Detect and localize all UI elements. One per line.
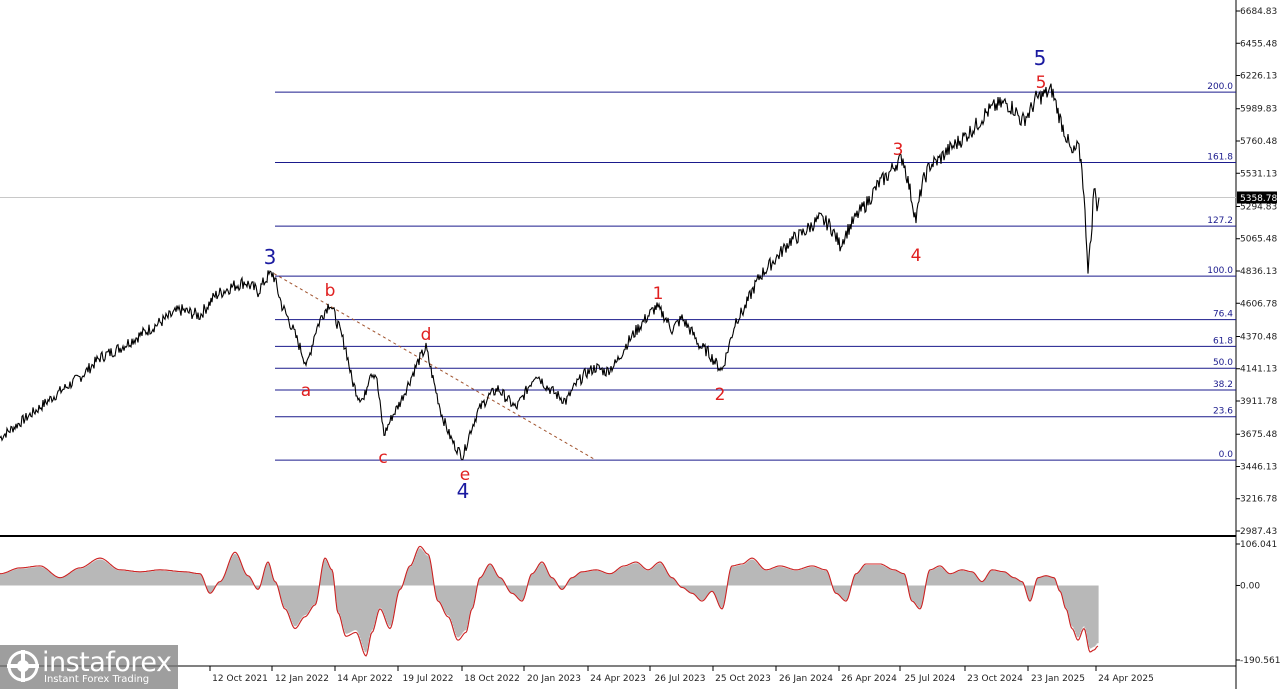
price-axis: 6684.83 6455.48 6226.13 5989.83 5760.48 5531.… [1236,7,1277,537]
price-tick-label: 2987.43 [1240,527,1277,537]
fib-level-label: 0.0 [1219,450,1234,460]
time-tick-label: 24 Apr 2025 [1098,674,1154,684]
time-tick-label: 26 Apr 2024 [841,674,897,684]
price-tick-label: 5760.48 [1240,137,1277,147]
time-tick-label: 12 Jan 2022 [275,674,329,684]
price-tick-label: 5989.83 [1240,105,1277,115]
oscillator-panel: 106.041 0.00 -190.561 [0,540,1280,666]
wave-label: 3 [264,245,277,269]
price-tick-label: 4606.78 [1240,299,1277,309]
fib-level-label: 76.4 [1213,310,1233,320]
time-tick-label: 25 Oct 2023 [715,674,771,684]
logo-brand-text: instaforex [42,647,172,678]
price-tick-label: 4141.13 [1240,365,1277,375]
wave-label: 4 [457,479,470,503]
wave-label: b [325,281,336,301]
time-tick-label: 24 Apr 2023 [590,674,646,684]
oscillator-tick-label: -190.561 [1240,656,1280,666]
time-tick-label: 14 Apr 2022 [337,674,393,684]
time-tick-label: 19 Jul 2022 [403,674,454,684]
wave-label: 3 [893,140,904,160]
wave-label: a [301,381,311,401]
trend-line-dashed [273,273,597,461]
time-tick-label: 12 Oct 2021 [212,674,268,684]
wave-label: c [378,448,387,468]
fib-level-label: 100.0 [1207,266,1233,276]
fib-level-label: 23.6 [1213,407,1233,417]
price-tick-label: 3675.48 [1240,430,1277,440]
fibonacci-levels: 0.0 23.6 38.2 50.0 61.8 76.4 100.0 127.2 161.8 20… [275,82,1236,461]
current-price-label: 5358.78 [1240,194,1277,204]
time-tick-label: 23 Jan 2025 [1031,674,1085,684]
wave-label: 5 [1034,46,1047,70]
time-tick-label: 26 Jul 2023 [655,674,706,684]
time-tick-label: 26 Jan 2024 [779,674,833,684]
price-tick-label: 3911.78 [1240,397,1277,407]
price-tick-label: 5065.48 [1240,235,1277,245]
oscillator-tick-label: 0.00 [1240,581,1260,591]
price-tick-label: 4836.13 [1240,267,1277,277]
logo-tagline: Instant Forex Trading [44,674,150,685]
fib-level-label: 61.8 [1213,336,1233,346]
current-price-badge [1237,191,1277,204]
price-tick-label: 4370.48 [1240,332,1277,342]
price-tick-label: 5531.13 [1240,169,1277,179]
trend-line [273,273,597,461]
wave-label: 2 [715,385,726,405]
fib-level-label: 161.8 [1207,152,1233,162]
price-line [0,83,1100,461]
price-tick-label: 3446.13 [1240,462,1277,472]
logo-mark-icon [7,650,39,682]
fib-level-label: 200.0 [1207,82,1233,92]
time-tick-label: 18 Oct 2022 [464,674,520,684]
wave-label: 1 [653,284,664,304]
time-tick-label: 25 Jul 2024 [905,674,956,684]
price-series [0,83,1100,461]
time-tick-label: 23 Oct 2024 [967,674,1023,684]
price-tick-label: 6226.13 [1240,72,1277,82]
fib-level-label: 127.2 [1207,216,1233,226]
time-axis: 12 Oct 2021 12 Jan 2022 14 Apr 2022 19 Jul … [209,666,1154,684]
oscillator-signal-line [0,545,1099,657]
time-tick-label: 20 Jan 2023 [527,674,581,684]
fib-level-label: 50.0 [1213,358,1233,368]
price-tick-label: 6455.48 [1240,39,1277,49]
wave-label: e [460,465,470,485]
wave-label: 4 [911,246,922,266]
fib-level-label: 38.2 [1213,380,1233,390]
chart-frame [0,0,1237,689]
price-tick-label: 6684.83 [1240,7,1277,17]
oscillator-tick-label: 106.041 [1240,540,1277,550]
wave-label: 5 [1036,73,1047,93]
wave-label: d [421,325,432,345]
price-tick-label: 3216.78 [1240,495,1277,505]
price-tick-label: 5294.83 [1240,202,1277,212]
oscillator-histogram [0,548,1099,653]
instaforex-logo: instaforex Instant Forex Trading [0,645,178,689]
